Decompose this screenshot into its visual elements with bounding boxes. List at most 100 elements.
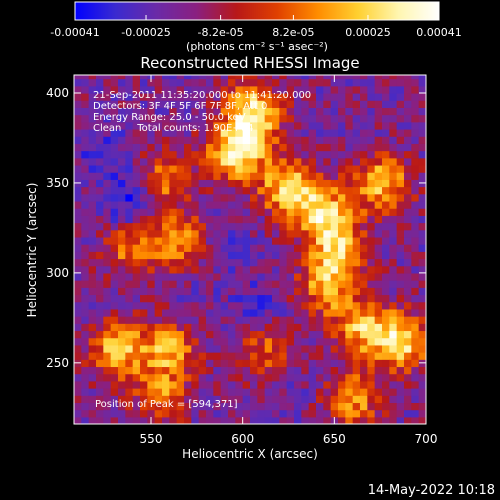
heatmap-cell	[206, 85, 214, 94]
heatmap-cell	[96, 229, 104, 238]
heatmap-cell	[242, 186, 251, 195]
heatmap-cell	[323, 373, 332, 382]
heatmap-cell	[345, 251, 354, 260]
heatmap-cell	[103, 251, 112, 260]
heatmap-cell	[88, 114, 97, 123]
heatmap-cell	[352, 280, 361, 288]
heatmap-cell	[206, 164, 214, 173]
heatmap-cell	[396, 75, 405, 80]
heatmap-cell	[110, 193, 119, 202]
heatmap-cell	[404, 388, 412, 396]
heatmap-cell	[330, 164, 339, 173]
heatmap-cell	[96, 92, 104, 101]
heatmap-cell	[330, 280, 339, 288]
heatmap-cell	[323, 114, 332, 123]
heatmap-cell	[330, 258, 339, 267]
heatmap-cell	[213, 337, 222, 346]
heatmap-cell	[308, 107, 317, 116]
heatmap-cell	[279, 366, 288, 375]
heatmap-cell	[220, 373, 229, 382]
heatmap-cell	[198, 344, 207, 353]
heatmap-cell	[74, 416, 82, 424]
heatmap-cell	[176, 280, 185, 288]
heatmap-cell	[176, 409, 185, 418]
heatmap-cell	[257, 136, 266, 144]
heatmap-cell	[272, 179, 280, 188]
heatmap-cell	[323, 323, 332, 332]
heatmap-cell	[228, 200, 236, 209]
heatmap-cell	[206, 301, 214, 310]
heatmap-cell	[74, 344, 82, 353]
heatmap-cell	[169, 366, 178, 375]
heatmap-cell	[389, 200, 398, 209]
heatmap-cell	[132, 330, 141, 339]
heatmap-cell	[132, 107, 141, 116]
heatmap-cell	[220, 366, 229, 375]
heatmap-cell	[338, 373, 346, 382]
heatmap-cell	[279, 323, 288, 332]
heatmap-cell	[411, 157, 420, 166]
heatmap-cell	[286, 100, 295, 108]
heatmap-cell	[352, 222, 361, 231]
heatmap-cell	[389, 143, 398, 152]
heatmap-cell	[389, 301, 398, 310]
heatmap-cell	[242, 265, 251, 274]
heatmap-cell	[118, 280, 126, 288]
heatmap-cell	[147, 107, 156, 116]
heatmap-cell	[345, 222, 354, 231]
heatmap-cell	[191, 388, 200, 396]
heatmap-cell	[389, 258, 398, 267]
heatmap-cell	[279, 172, 288, 180]
heatmap-cell	[279, 380, 288, 389]
heatmap-cell	[242, 114, 251, 123]
heatmap-cell	[154, 114, 163, 123]
heatmap-cell	[184, 272, 192, 281]
heatmap-cell	[330, 193, 339, 202]
heatmap-cell	[272, 193, 280, 202]
heatmap-cell	[96, 337, 104, 346]
heatmap-cell	[140, 409, 148, 418]
heatmap-cell	[162, 409, 170, 418]
heatmap-cell	[272, 280, 280, 288]
heatmap-cell	[235, 100, 244, 108]
heatmap-cell	[74, 164, 82, 173]
heatmap-cell	[213, 114, 222, 123]
heatmap-cell	[396, 78, 405, 87]
heatmap-cell	[125, 157, 134, 166]
heatmap-cell	[338, 395, 346, 404]
heatmap-cell	[242, 215, 251, 224]
heatmap-cell	[213, 395, 222, 404]
heatmap-cell	[81, 323, 90, 332]
heatmap-cell	[367, 193, 376, 202]
heatmap-cell	[294, 395, 302, 404]
heatmap-cell	[374, 172, 383, 180]
heatmap-cell	[220, 280, 229, 288]
heatmap-cell	[176, 100, 185, 108]
heatmap-cell	[279, 136, 288, 144]
heatmap-cell	[264, 121, 273, 130]
heatmap-cell	[257, 107, 266, 116]
heatmap-cell	[96, 75, 104, 80]
heatmap-cell	[389, 107, 398, 116]
heatmap-cell	[81, 316, 90, 324]
heatmap-cell	[308, 150, 317, 159]
x-tick-label: 550	[140, 432, 163, 446]
heatmap-cell	[345, 308, 354, 317]
heatmap-cell	[184, 352, 192, 360]
heatmap-cell	[374, 402, 383, 411]
heatmap-cell	[411, 208, 420, 216]
heatmap-cell	[382, 114, 390, 123]
heatmap-cell	[184, 193, 192, 202]
heatmap-cell	[184, 107, 192, 116]
heatmap-cell	[74, 143, 82, 152]
heatmap-cell	[213, 121, 222, 130]
heatmap-cell	[154, 395, 163, 404]
heatmap-cell	[411, 172, 420, 180]
heatmap-cell	[235, 78, 244, 87]
heatmap-cell	[242, 208, 251, 216]
heatmap-cell	[118, 316, 126, 324]
heatmap-cell	[316, 258, 324, 267]
heatmap-cell	[389, 280, 398, 288]
heatmap-cell	[301, 222, 310, 231]
heatmap-cell	[96, 359, 104, 368]
